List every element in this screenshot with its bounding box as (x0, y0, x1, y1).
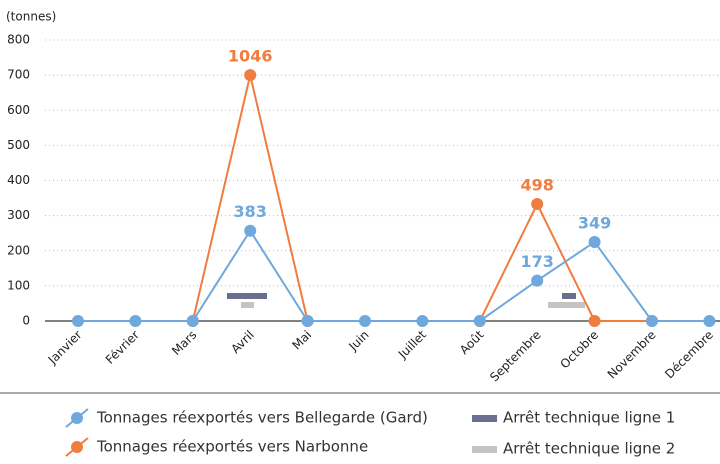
x-tick-label: Mars (169, 328, 199, 358)
downtime-bar (241, 302, 254, 308)
x-tick-label: Juin (345, 328, 371, 354)
data-point (473, 315, 486, 327)
y-tick-label: 400 (7, 173, 30, 187)
annotation: 173 (520, 252, 553, 271)
annotation: 349 (578, 213, 611, 232)
data-point (531, 274, 544, 287)
y-tick-label: 200 (7, 243, 30, 257)
x-tick-label: Avril (228, 328, 256, 356)
y-tick-label: 700 (7, 68, 30, 82)
data-point (301, 315, 314, 327)
downtime-bar (548, 302, 585, 308)
x-tick-label: Septembre (487, 328, 544, 385)
data-point (129, 315, 142, 327)
y-tick-label: 100 (7, 278, 30, 292)
y-axis-label: (tonnes) (6, 10, 56, 24)
data-point (72, 315, 84, 327)
data-point (588, 315, 601, 327)
annotation: 383 (233, 202, 266, 221)
data-point (703, 315, 716, 327)
x-tick-label: Janvier (45, 328, 85, 368)
y-tick-label: 600 (7, 103, 30, 117)
legend-label: Arrêt technique ligne 2 (503, 440, 675, 458)
x-tick-label: Décembre (662, 328, 716, 382)
data-point (244, 224, 257, 237)
data-point (588, 235, 601, 248)
legend-marker (71, 441, 83, 453)
x-tick-label: Octobre (558, 328, 602, 372)
annotation: 1046 (228, 47, 273, 66)
data-point (244, 69, 257, 82)
legend-marker (71, 412, 83, 424)
legend-label: Tonnages réexportés vers Narbonne (96, 438, 368, 456)
y-tick-label: 800 (7, 33, 30, 47)
y-tick-label: 500 (7, 138, 30, 152)
series-line (78, 228, 710, 322)
x-tick-label: Mai (289, 328, 314, 353)
annotation: 498 (520, 176, 553, 195)
legend-label: Tonnages réexportés vers Bellegarde (Gar… (96, 409, 428, 427)
series-line (478, 201, 652, 322)
x-tick-label: Février (103, 328, 142, 367)
data-point (186, 315, 199, 327)
x-tick-label: Novembre (605, 328, 659, 382)
y-tick-label: 300 (7, 208, 30, 222)
legend-swatch (472, 415, 497, 422)
data-point (416, 315, 429, 327)
data-point (359, 315, 371, 327)
legend-swatch (472, 446, 497, 453)
data-point (646, 315, 658, 327)
data-point (531, 198, 544, 211)
x-tick-label: Août (457, 327, 487, 357)
downtime-bar (562, 293, 576, 299)
series-line (191, 74, 309, 322)
downtime-bar (227, 293, 267, 299)
legend-label: Arrêt technique ligne 1 (503, 409, 675, 427)
x-tick-label: Juillet (395, 327, 429, 361)
y-tick-label: 0 (22, 314, 30, 328)
